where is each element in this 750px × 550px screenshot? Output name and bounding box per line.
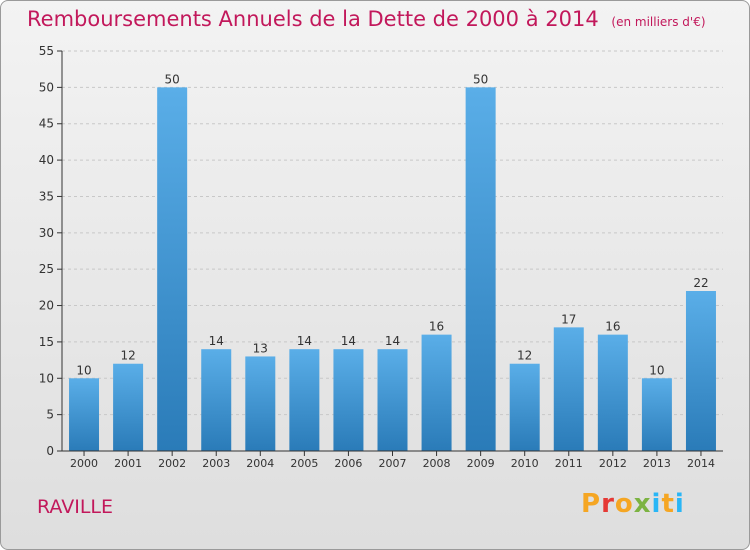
x-tick-label: 2002 <box>158 457 186 470</box>
y-tick-label: 30 <box>39 226 54 240</box>
logo-letter: x <box>633 489 652 519</box>
y-tick-label: 45 <box>39 117 54 131</box>
chart-subtitle: (en milliers d'€) <box>611 15 706 29</box>
bar-value-label: 14 <box>385 334 400 348</box>
y-tick-label: 0 <box>46 444 54 458</box>
x-tick-label: 2009 <box>467 457 495 470</box>
bar-value-label: 22 <box>693 276 708 290</box>
y-tick-label: 15 <box>39 335 54 349</box>
bar <box>597 334 628 451</box>
commune-name: RAVILLE <box>37 496 113 518</box>
bar <box>553 327 584 451</box>
y-tick-label: 10 <box>39 371 54 385</box>
bar-value-label: 14 <box>209 334 224 348</box>
logo-letter: i <box>674 489 685 519</box>
bar-value-label: 12 <box>120 349 135 363</box>
x-tick-label: 2005 <box>290 457 318 470</box>
bar <box>201 349 232 451</box>
x-tick-label: 2007 <box>379 457 407 470</box>
bar-value-label: 16 <box>429 320 444 334</box>
logo-letter: t <box>661 489 675 519</box>
x-tick-label: 2013 <box>643 457 671 470</box>
bar <box>245 356 276 451</box>
bar <box>333 349 364 451</box>
proxiti-logo: Proxiti <box>581 489 685 519</box>
logo-letter: o <box>614 489 634 519</box>
y-tick-label: 25 <box>39 262 54 276</box>
x-tick-label: 2003 <box>202 457 230 470</box>
y-tick-label: 55 <box>39 44 54 58</box>
x-tick-label: 2004 <box>246 457 274 470</box>
x-tick-label: 2000 <box>70 457 98 470</box>
logo-letter: i <box>651 489 662 519</box>
bar-value-label: 13 <box>253 341 268 355</box>
bar <box>641 378 672 451</box>
bar <box>509 363 540 451</box>
x-tick-label: 2012 <box>599 457 627 470</box>
y-tick-label: 40 <box>39 153 54 167</box>
bar <box>157 87 188 451</box>
bar-value-label: 14 <box>341 334 356 348</box>
bar <box>113 363 144 451</box>
bar <box>685 291 716 451</box>
y-tick-label: 5 <box>46 408 54 422</box>
chart-title-text: Remboursements Annuels de la Dette de 20… <box>27 7 599 31</box>
y-tick-label: 20 <box>39 299 54 313</box>
x-tick-label: 2014 <box>687 457 715 470</box>
x-tick-label: 2011 <box>555 457 583 470</box>
bar-value-label: 50 <box>165 72 180 86</box>
x-tick-label: 2008 <box>423 457 451 470</box>
bar <box>69 378 100 451</box>
bar-value-label: 16 <box>605 320 620 334</box>
bar <box>465 87 496 451</box>
x-tick-label: 2006 <box>334 457 362 470</box>
bar-value-label: 12 <box>517 349 532 363</box>
chart-title: Remboursements Annuels de la Dette de 20… <box>27 7 706 31</box>
x-tick-label: 2001 <box>114 457 142 470</box>
bar-value-label: 17 <box>561 312 576 326</box>
bar <box>421 334 452 451</box>
bar-value-label: 10 <box>649 363 664 377</box>
bar <box>289 349 320 451</box>
bar-value-label: 50 <box>473 72 488 86</box>
bar-value-label: 14 <box>297 334 312 348</box>
logo-letter: P <box>581 489 602 519</box>
bar-value-label: 10 <box>76 363 91 377</box>
x-tick-label: 2010 <box>511 457 539 470</box>
bar <box>377 349 408 451</box>
y-tick-label: 35 <box>39 189 54 203</box>
y-tick-label: 50 <box>39 80 54 94</box>
logo-letter: r <box>601 489 615 519</box>
